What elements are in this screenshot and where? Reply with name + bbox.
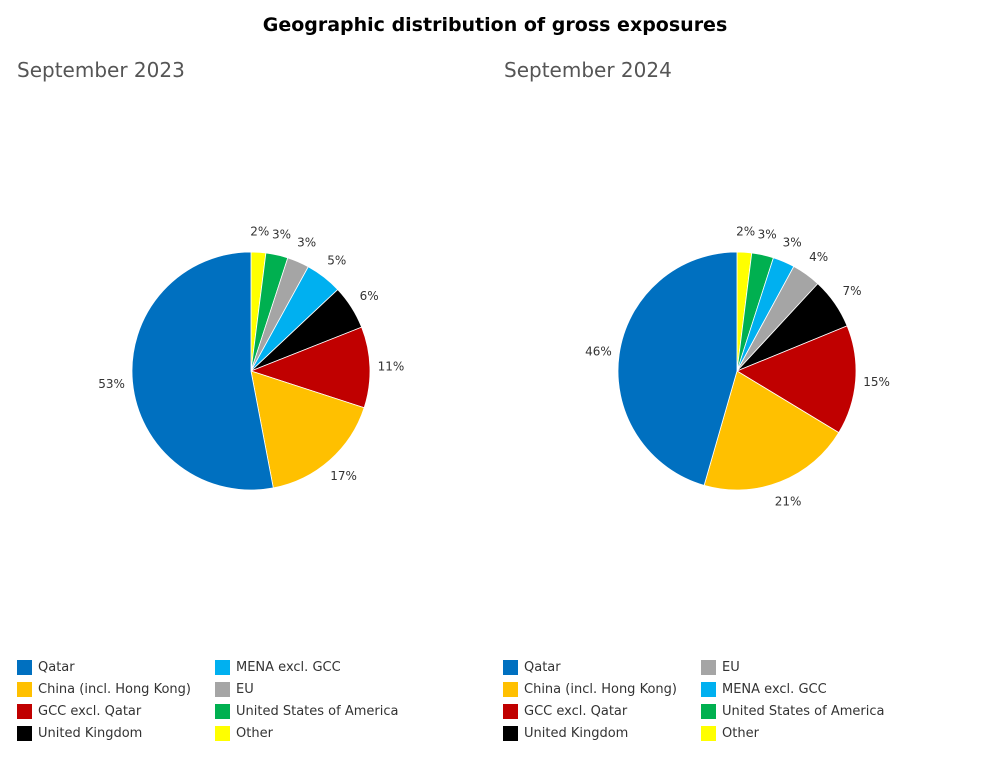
legend-label: GCC excl. Qatar — [38, 704, 142, 719]
legend-label: EU — [722, 660, 740, 675]
legend-swatch — [215, 726, 230, 741]
pie-slice-gcc-excl-qatar — [249, 326, 371, 409]
data-label-mena-excl-gcc: 5% — [327, 253, 346, 267]
legend-swatch — [503, 660, 518, 675]
legend-swatch — [17, 704, 32, 719]
legend-swatch — [17, 682, 32, 697]
legend-swatch — [701, 704, 716, 719]
legend-swatch — [503, 726, 518, 741]
data-label-china-incl-hong-kong: 21% — [775, 494, 802, 508]
legend-label: EU — [236, 682, 254, 697]
pie-slice-china-incl-hong-kong — [703, 370, 840, 491]
data-label-gcc-excl-qatar: 11% — [378, 360, 405, 374]
legend-label: China (incl. Hong Kong) — [38, 682, 191, 697]
data-label-united-states-of-america: 3% — [758, 227, 777, 241]
data-label-united-kingdom: 6% — [360, 289, 379, 303]
legend-swatch — [215, 660, 230, 675]
pie-chart-september-2023: 2% 3%3%5%6%11%17%53% — [98, 224, 405, 491]
legend-swatch — [215, 704, 230, 719]
legend-label: GCC excl. Qatar — [524, 704, 628, 719]
data-label-qatar: 53% — [98, 377, 125, 391]
legend-swatch — [503, 704, 518, 719]
legend-label: Other — [722, 726, 759, 741]
data-label-eu: 4% — [809, 250, 828, 264]
legend-swatch — [701, 660, 716, 675]
chart-title: Geographic distribution of gross exposur… — [262, 14, 728, 36]
legend-swatch — [701, 682, 716, 697]
pie-title-september-2023: September 2023 — [17, 58, 185, 82]
pie-chart-september-2024: 2% 3%3%4%7%15%21%46% — [585, 224, 890, 508]
data-label-united-states-of-america: 3% — [272, 227, 291, 241]
data-label-mena-excl-gcc: 3% — [783, 235, 802, 249]
legend-label: MENA excl. GCC — [722, 682, 827, 697]
legend-label: Other — [236, 726, 273, 741]
data-label-china-incl-hong-kong: 17% — [330, 469, 357, 483]
pie-slice-qatar — [131, 251, 274, 491]
legend-swatch — [17, 726, 32, 741]
legend-label: China (incl. Hong Kong) — [524, 682, 677, 697]
legend-swatch — [701, 726, 716, 741]
data-label-eu: 3% — [297, 236, 316, 250]
pie-title-september-2024: September 2024 — [504, 58, 672, 82]
pie-slice-china-incl-hong-kong — [250, 370, 365, 489]
pie-slice-gcc-excl-qatar — [736, 325, 857, 434]
legend-swatch — [503, 682, 518, 697]
legend-label: United Kingdom — [524, 726, 629, 741]
legend-label: United States of America — [722, 704, 885, 719]
legend-label: Qatar — [524, 660, 561, 675]
legend-label: MENA excl. GCC — [236, 660, 341, 675]
legend-label: United Kingdom — [38, 726, 143, 741]
legend-swatch — [17, 660, 32, 675]
pie-slice-qatar — [617, 251, 738, 486]
legend-label: Qatar — [38, 660, 75, 675]
data-label-other: 2% — [250, 224, 269, 238]
legend-label: United States of America — [236, 704, 399, 719]
data-label-gcc-excl-qatar: 15% — [863, 375, 890, 389]
data-label-united-kingdom: 7% — [842, 284, 861, 298]
legend-swatch — [215, 682, 230, 697]
data-label-qatar: 46% — [585, 345, 612, 359]
data-label-other: 2% — [736, 224, 755, 238]
